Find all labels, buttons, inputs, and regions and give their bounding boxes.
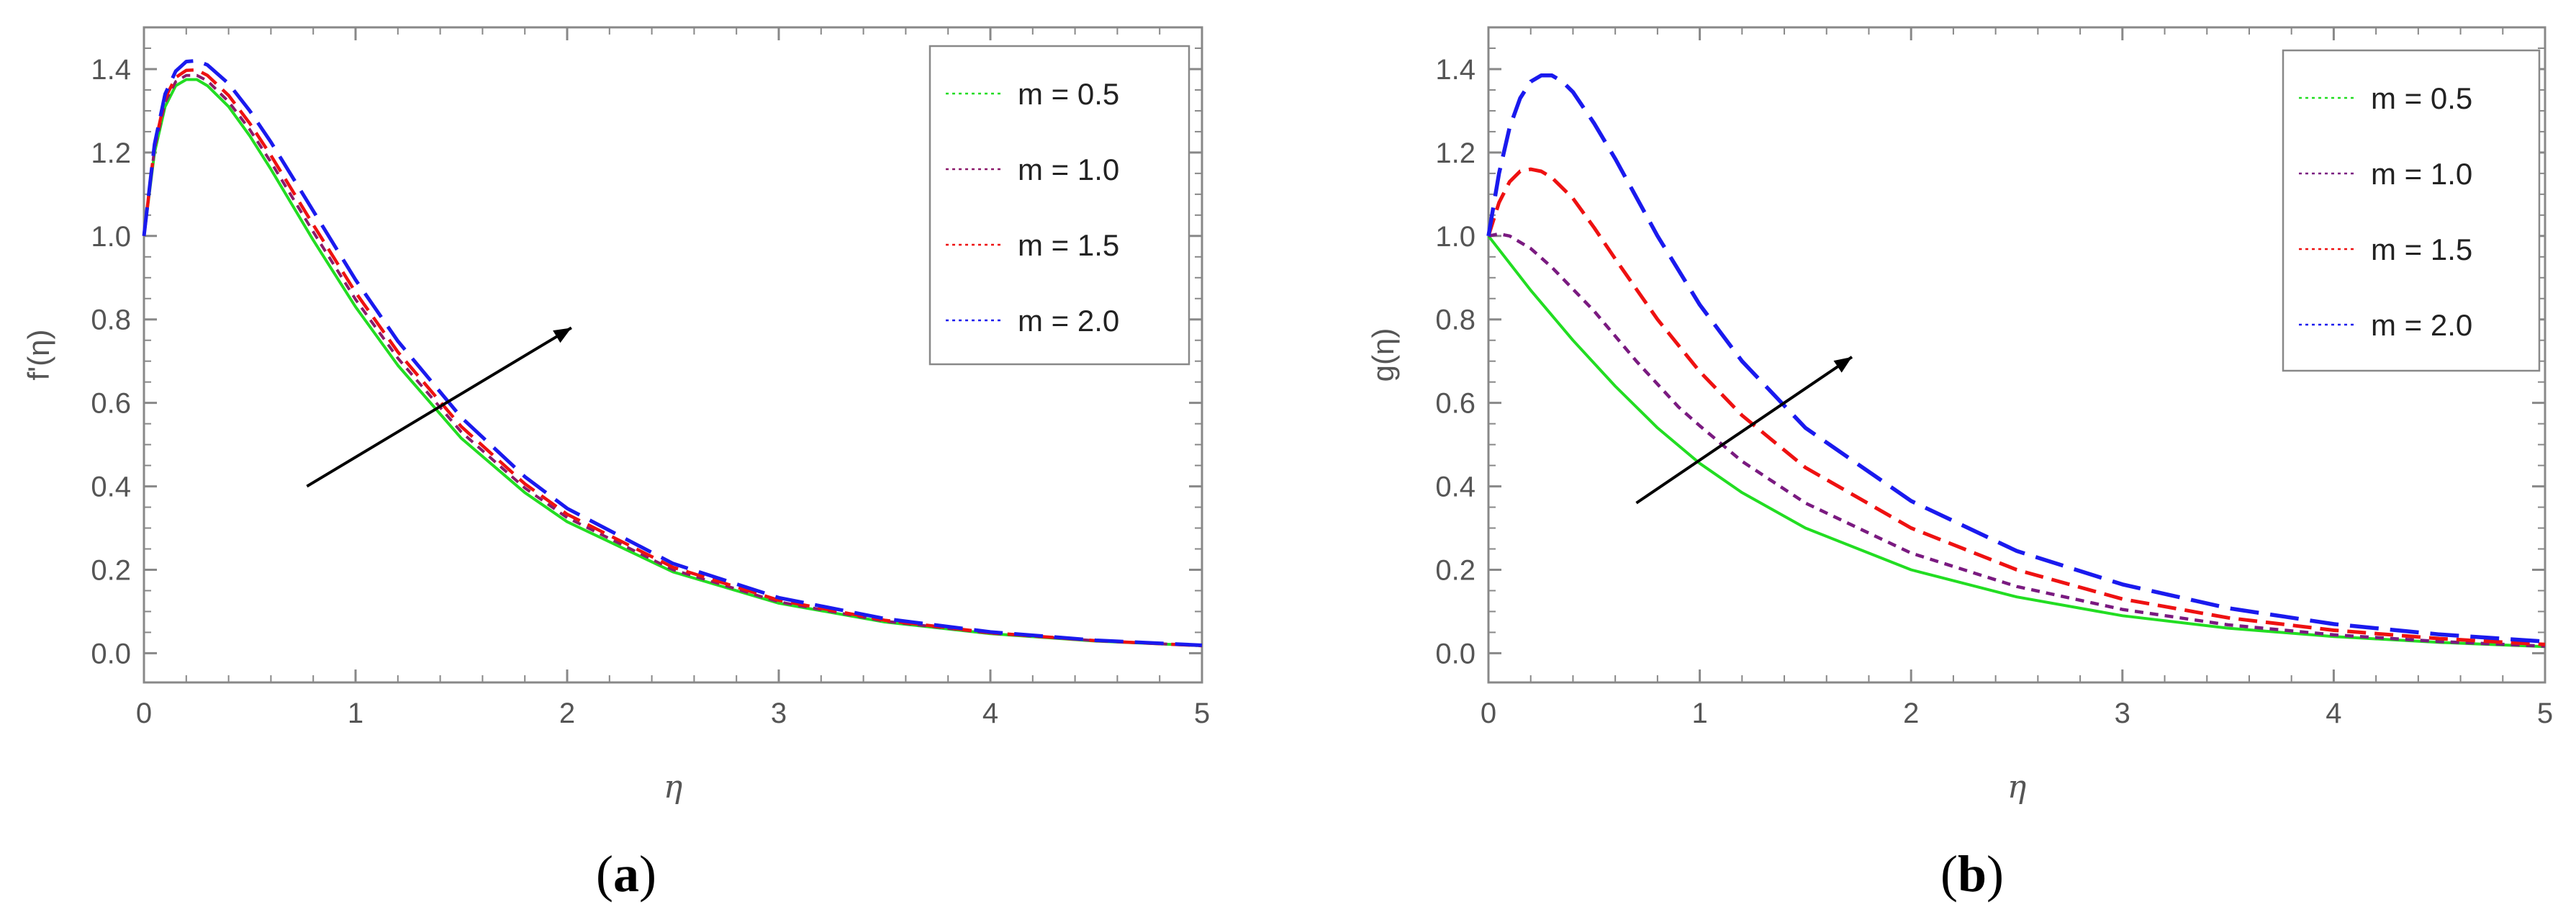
legend-label-4: m = 2.0 [2371, 308, 2472, 342]
x-tick-label: 4 [2326, 698, 2341, 729]
caption-letter: a [613, 845, 639, 903]
legend-label-3: m = 1.5 [2371, 233, 2472, 266]
x-tick-label: 0 [1481, 698, 1496, 729]
x-tick-label: 2 [559, 698, 575, 729]
y-tick-label: 0.0 [1435, 638, 1475, 669]
trend-arrow-shaft [1635, 356, 1853, 505]
series-line-4 [1486, 73, 2546, 644]
caption-close: ) [1987, 845, 2004, 903]
trend-arrow-head [1833, 356, 1852, 373]
legend-label-1: m = 0.5 [2371, 81, 2472, 115]
plot-frame [143, 26, 1203, 684]
x-tick-label: 0 [136, 698, 152, 729]
legend-label-2: m = 1.0 [2371, 157, 2472, 191]
legend-label-3: m = 1.5 [1018, 228, 1119, 262]
x-tick-label: 3 [771, 698, 787, 729]
legend-box [2282, 49, 2541, 372]
x-tick-label: 5 [2537, 698, 2553, 729]
panel-b: 0 1 2 3 4 5 0.0 0.2 0.4 0.6 0.8 1.0 1.2 1.4 η g(η) m = 0… [1366, 26, 2553, 903]
y-tick-label: 0.8 [91, 305, 131, 336]
x-axis-title: η [664, 769, 682, 806]
legend-label-4: m = 2.0 [1018, 304, 1119, 338]
trend-arrow-shaft [306, 326, 572, 488]
series-line-4 [142, 58, 1203, 647]
y-tick-label: 0.4 [1435, 472, 1475, 503]
caption-open: ( [596, 845, 613, 903]
x-tick-label: 3 [2115, 698, 2130, 729]
x-tick-label: 4 [982, 698, 998, 729]
panel-caption: (b) [1940, 845, 2004, 903]
trend-arrow-head [553, 328, 571, 343]
legend-box [928, 45, 1190, 366]
y-axis-title: f'(η) [22, 329, 55, 380]
series-line-3 [1486, 167, 2546, 646]
y-tick-label: 1.0 [91, 221, 131, 253]
y-tick-label: 0.6 [1435, 388, 1475, 420]
x-tick-label: 1 [348, 698, 363, 729]
series-line-2 [1488, 232, 2546, 648]
y-tick-label: 0.8 [1435, 305, 1475, 336]
y-tick-label: 0.4 [91, 472, 131, 503]
caption-open: ( [1940, 845, 1958, 903]
caption-letter: b [1958, 845, 1987, 903]
series-line-3 [142, 68, 1203, 648]
legend-label-2: m = 1.0 [1018, 153, 1119, 186]
y-axis-title: g(η) [1366, 328, 1400, 382]
y-tick-label: 1.0 [1435, 221, 1475, 253]
x-axis-title: η [2007, 769, 2026, 806]
caption-close: ) [639, 845, 656, 903]
y-tick-label: 1.2 [1435, 137, 1475, 169]
panel-a: 0 1 2 3 4 5 0.0 0.2 0.4 0.6 0.8 1.0 1.2 1.4 η f'(η) m = … [22, 26, 1210, 903]
y-tick-label: 0.2 [91, 555, 131, 587]
x-tick-label: 5 [1194, 698, 1210, 729]
y-tick-label: 1.4 [1435, 54, 1475, 86]
y-tick-label: 0.6 [91, 388, 131, 420]
x-tick-label: 2 [1903, 698, 1919, 729]
y-tick-label: 1.4 [91, 54, 131, 86]
panel-caption: (a) [596, 845, 656, 903]
legend-label-1: m = 0.5 [1018, 77, 1119, 111]
plot-frame [1487, 26, 2546, 684]
series-line-1 [1487, 235, 2546, 649]
x-tick-label: 1 [1691, 698, 1707, 729]
y-tick-label: 0.0 [91, 638, 131, 669]
y-tick-label: 1.2 [91, 137, 131, 169]
y-tick-label: 0.2 [1435, 555, 1475, 587]
